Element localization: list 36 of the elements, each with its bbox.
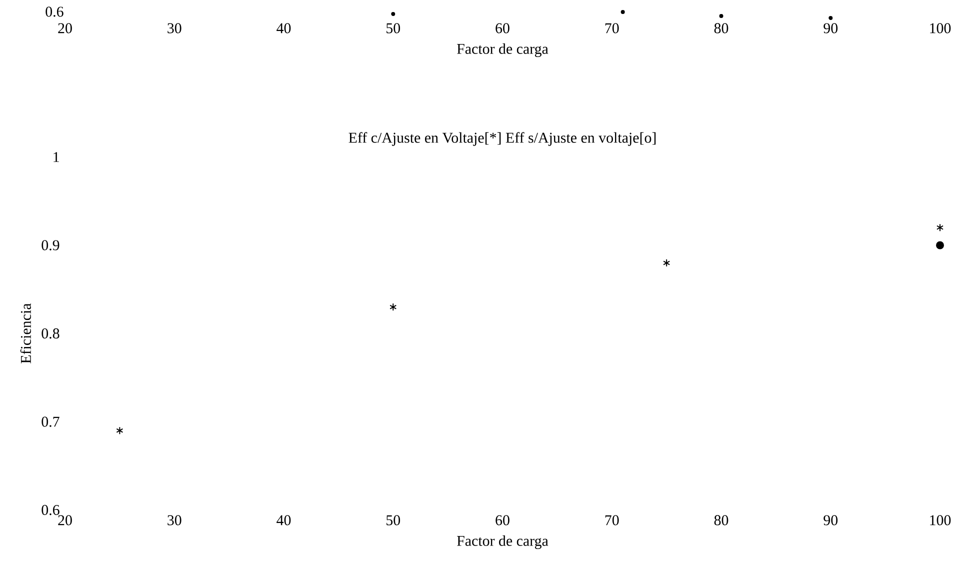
x-axis-title: Factor de carga xyxy=(457,43,548,58)
x-tick-label: 50 xyxy=(386,515,400,526)
x-tick-label: 90 xyxy=(824,23,838,34)
x-tick-label: 40 xyxy=(276,515,291,526)
x-tick-label: 80 xyxy=(714,515,728,526)
chart-title: Eff c/Ajuste en Voltaje[*] Eff s/Ajuste en voltaje[o] xyxy=(348,132,656,146)
x-tick-label: 20 xyxy=(58,515,72,526)
x-tick-label: 70 xyxy=(605,515,619,526)
point xyxy=(391,12,396,16)
y-axis-title: Eficiencia xyxy=(20,303,31,364)
x-tick-label: 40 xyxy=(276,23,291,34)
y-tick-label: 0.7 xyxy=(42,416,60,427)
point xyxy=(116,426,124,435)
point xyxy=(390,303,397,312)
x-tick-label: 70 xyxy=(605,23,619,34)
x-tick-label: 100 xyxy=(930,23,951,34)
point xyxy=(936,241,944,250)
point xyxy=(828,16,833,20)
y-tick-label: 1 xyxy=(54,152,59,162)
x-tick-label: 20 xyxy=(58,23,72,34)
x-tick-label: 100 xyxy=(930,515,951,526)
x-tick-label: 60 xyxy=(496,23,510,34)
x-tick-label: 30 xyxy=(168,515,182,526)
x-tick-label: 50 xyxy=(386,23,400,34)
point xyxy=(620,10,625,14)
y-tick-label: 0.9 xyxy=(42,240,60,250)
point xyxy=(719,14,724,18)
y-tick-label: 0.6 xyxy=(42,504,60,516)
point xyxy=(936,224,944,232)
x-tick-label: 90 xyxy=(824,515,838,526)
x-axis-title: Factor de carga xyxy=(457,535,548,550)
point xyxy=(663,258,670,267)
y-tick-label: 0.8 xyxy=(42,328,60,339)
x-tick-label: 80 xyxy=(714,23,728,34)
x-tick-label: 60 xyxy=(496,515,510,526)
x-tick-label: 30 xyxy=(168,23,182,34)
